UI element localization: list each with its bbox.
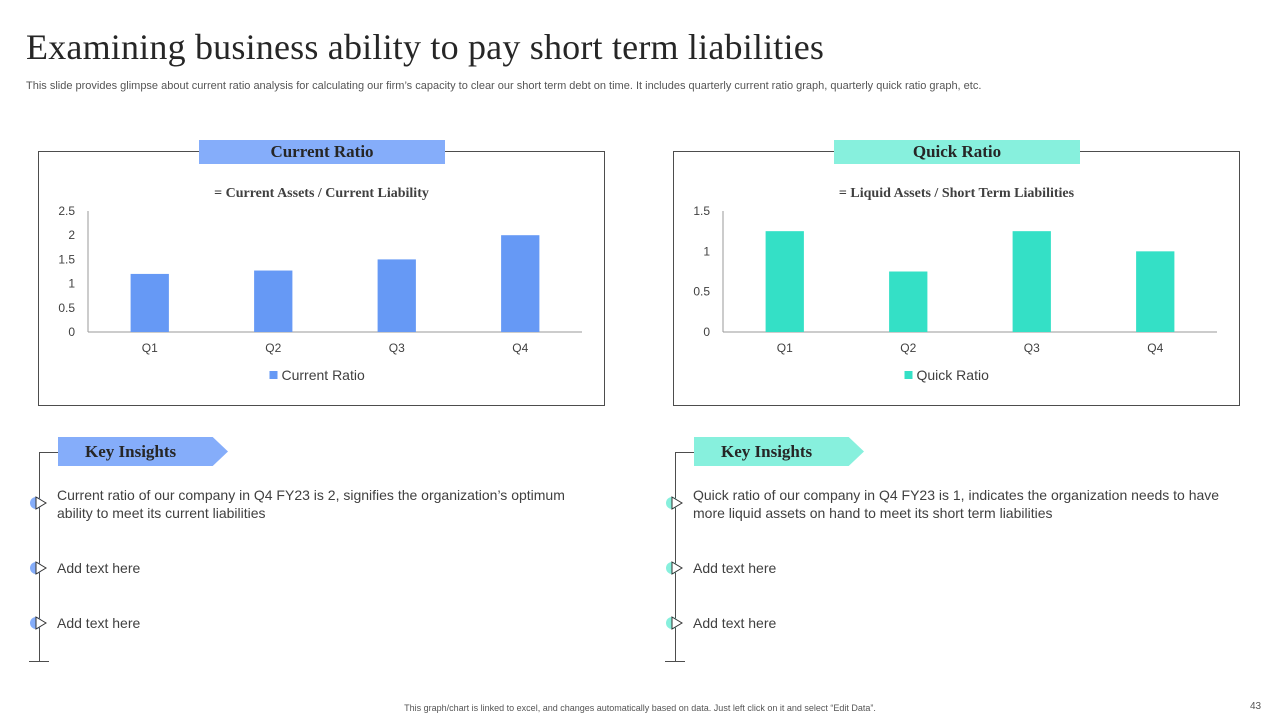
chart-title: = Liquid Assets / Short Term Liabilities [839,186,1075,201]
left-bullet-2 [30,560,52,576]
y-tick-label: 1.5 [58,252,75,266]
page-number: 43 [1250,701,1262,712]
left-bullet-1 [30,495,52,511]
right-insights-top-tick [675,452,695,453]
x-tick-label: Q3 [1024,341,1040,355]
right-bullet-arrow-icon [671,496,683,510]
left-bullet-arrow-icon [35,496,47,510]
y-tick-label: 0 [703,325,710,339]
x-tick-label: Q1 [142,341,158,355]
y-tick-label: 2 [68,228,75,242]
current-ratio-chart[interactable]: = Current Assets / Current Liability 0 0.5… [39,152,604,405]
bar-q2 [254,270,293,332]
current-ratio-chart-panel: = Current Assets / Current Liability 0 0.5… [38,151,605,406]
bar-q4 [501,235,540,332]
quick-ratio-chart-panel: = Liquid Assets / Short Term Liabilities… [673,151,1240,406]
legend-label: Current Ratio [282,367,365,383]
bar-q2 [889,271,928,332]
x-tick-label: Q4 [1147,341,1163,355]
right-insights-timeline [675,452,676,661]
right-insights-bottom-tick [665,661,685,662]
right-insight-1: Quick ratio of our company in Q4 FY23 is… [693,487,1220,521]
left-insights-top-tick [39,452,59,453]
x-tick-label: Q3 [389,341,405,355]
right-bullet-1 [666,495,688,511]
right-insight-3: Add text here [693,615,777,631]
x-tick-label: Q1 [777,341,793,355]
y-tick-label: 0 [68,325,75,339]
y-tick-label: 0.5 [58,301,75,315]
x-tick-label: Q2 [900,341,916,355]
left-bullet-arrow-icon [35,561,47,575]
left-insight-3: Add text here [57,615,141,631]
quick-ratio-tab: Quick Ratio [834,140,1080,164]
x-tick-label: Q2 [265,341,281,355]
page-title: Examining business ability to pay short … [26,27,825,67]
left-insight-1: Current ratio of our company in Q4 FY23 … [57,487,565,521]
y-tick-label: 1 [68,277,75,291]
legend-swatch [904,371,913,379]
right-bullet-arrow-icon [671,561,683,575]
legend-label: Quick Ratio [917,367,990,383]
right-bullet-arrow-icon [671,616,683,630]
bar-q1 [765,231,804,332]
left-insights-timeline [39,452,40,661]
left-insight-2: Add text here [57,560,141,576]
chart-title: = Current Assets / Current Liability [214,186,429,201]
y-tick-label: 1 [703,244,710,258]
current-ratio-tab: Current Ratio [199,140,445,164]
bar-q4 [1136,251,1175,332]
right-insight-2: Add text here [693,560,777,576]
y-tick-label: 1.5 [693,204,710,218]
legend-swatch [269,371,278,379]
left-bullet-arrow-icon [35,616,47,630]
bar-q1 [130,273,169,332]
y-tick-label: 2.5 [58,204,75,218]
quick-ratio-chart[interactable]: = Liquid Assets / Short Term Liabilities… [674,152,1239,405]
y-tick-label: 0.5 [693,285,710,299]
left-key-insights-banner: Key Insights [58,437,228,466]
footer-note: This graph/chart is linked to excel, and… [404,703,876,713]
right-bullet-2 [666,560,688,576]
left-insights-bottom-tick [29,661,49,662]
right-key-insights-banner: Key Insights [694,437,864,466]
left-bullet-3 [30,615,52,631]
right-bullet-3 [666,615,688,631]
bar-q3 [1012,231,1051,332]
bar-q3 [377,259,416,332]
x-tick-label: Q4 [512,341,528,355]
page-subtitle: This slide provides glimpse about curren… [26,80,982,92]
